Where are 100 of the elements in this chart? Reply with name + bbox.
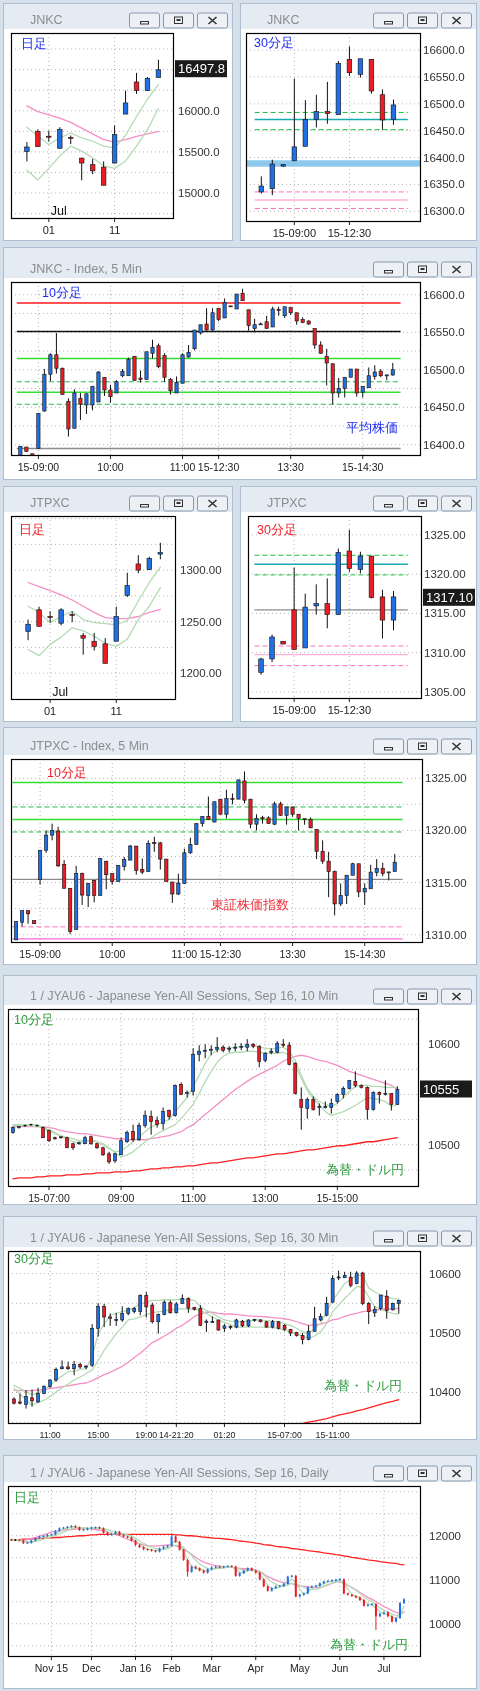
chart-title: 1 / JYAU6 - Japanese Yen-All Sessions, Sep 16, 10 Min <box>30 989 339 1003</box>
y-tick-label: 1325.00 <box>425 772 467 785</box>
y-tick-label: 1250.00 <box>180 615 222 628</box>
x-tick-label: 15-09:00 <box>19 948 61 960</box>
x-tick-label: Feb <box>162 1662 181 1674</box>
text: 16497.8 <box>178 61 225 77</box>
y-tick-label: 16600.0 <box>423 44 465 57</box>
x-tick-label: Jan 16 <box>119 1662 152 1674</box>
y-tick-label: 1315.00 <box>425 876 467 889</box>
x-tick-label: 15-12:30 <box>199 948 242 960</box>
y-tick-label: 10600 <box>428 1038 460 1051</box>
y-tick-label: 16600.0 <box>423 288 465 301</box>
x-tick-label: 15-09:00 <box>17 461 60 473</box>
annotation: 為替・ドル円 <box>326 1163 404 1177</box>
chart-subtitle: 30分足 <box>14 1252 54 1266</box>
x-tick-label: Nov 15 <box>34 1662 69 1674</box>
x-tick-label: 13:00 <box>252 1192 279 1204</box>
x-tick-label: 15-09:00 <box>272 704 316 716</box>
chart-subtitle: 10分足 <box>42 286 82 300</box>
y-tick-label: 16500.0 <box>423 97 465 110</box>
y-tick-label: 10000 <box>429 1617 461 1630</box>
x-tick-label: 15-11:00 <box>315 1430 350 1440</box>
chart-title: JNKC <box>267 13 300 27</box>
annotation: Jul <box>52 685 69 699</box>
chart-title: JNKC <box>30 13 63 27</box>
y-tick-label: 1315.00 <box>424 607 466 620</box>
y-tick-label: 1305.00 <box>424 685 466 698</box>
y-tick-label: 1310.00 <box>425 928 467 941</box>
y-tick-label: 16300.0 <box>423 205 465 218</box>
y-tick-label: 10500 <box>428 1138 460 1151</box>
chart-title: JNKC - Index, 5 Min <box>30 262 142 276</box>
y-tick-label: 16450.0 <box>423 401 465 414</box>
y-tick-label: 16450.0 <box>423 124 465 137</box>
chart-title: 1 / JYAU6 - Japanese Yen-All Sessions, Sep 16, Daily <box>30 1466 330 1480</box>
chart-subtitle: 30分足 <box>254 36 294 50</box>
y-tick-label: 16000.0 <box>178 104 220 117</box>
x-tick-label: May <box>289 1662 311 1674</box>
y-tick-label: 16400.0 <box>423 151 465 164</box>
chart-subtitle: 10分足 <box>14 1013 54 1027</box>
y-tick-label: 16500.0 <box>423 363 465 376</box>
chart-title: JTPXC - Index, 5 Min <box>30 739 149 753</box>
annotation: 東証株価指数 <box>211 898 289 912</box>
chart-title: JTPXC <box>30 496 70 510</box>
y-tick-label: 10400 <box>429 1386 461 1399</box>
x-tick-label: 15-14:30 <box>343 948 386 960</box>
y-tick-label: 1320.00 <box>424 568 466 581</box>
x-tick-label: Apr <box>247 1662 265 1674</box>
y-tick-label: 10600 <box>429 1267 461 1280</box>
y-tick-label: 1320.00 <box>425 824 467 837</box>
x-tick-label: 09:00 <box>107 1192 135 1204</box>
x-tick-label: 15-12:30 <box>197 461 240 473</box>
y-tick-label: 16550.0 <box>423 71 465 84</box>
chart-subtitle: 日足 <box>21 37 47 51</box>
y-tick-label: 11000 <box>429 1573 461 1586</box>
x-tick-label: 11:00 <box>171 948 198 960</box>
x-tick-label: Mar <box>202 1662 222 1674</box>
x-tick-label: 15-14:30 <box>342 461 384 473</box>
text: 1317.10 <box>426 589 473 605</box>
x-tick-label: 13:30 <box>279 948 306 960</box>
y-tick-label: 12000 <box>429 1529 461 1542</box>
x-tick-label: 11 <box>110 705 122 717</box>
x-tick-label: 15:00 <box>87 1430 110 1440</box>
annotation: 平均株価 <box>346 421 398 435</box>
x-tick-label: 11 <box>108 224 121 236</box>
y-tick-label: 1300.00 <box>180 564 222 577</box>
x-tick-label: 15-12:30 <box>327 227 372 239</box>
x-tick-label: 01 <box>44 705 57 717</box>
y-tick-label: 1310.00 <box>424 646 466 659</box>
text: 30分足 <box>257 523 297 537</box>
x-tick-label: 15-09:00 <box>272 227 317 239</box>
chart-title: 1 / JYAU6 - Japanese Yen-All Sessions, Sep 16, 30 Min <box>30 1231 339 1245</box>
x-tick-label: 10:00 <box>97 461 124 473</box>
text: 日足 <box>19 523 45 537</box>
x-tick-label: 14-21:20 <box>158 1430 194 1440</box>
x-tick-label: 15-07:00 <box>267 1430 302 1440</box>
y-tick-label: 10500 <box>429 1327 461 1340</box>
y-tick-label: 16550.0 <box>423 326 465 339</box>
text: 10555 <box>423 1081 460 1097</box>
chart-subtitle: 日足 <box>14 1491 40 1505</box>
x-tick-label: 15-07:00 <box>28 1192 70 1204</box>
x-tick-label: 15-12:30 <box>327 704 372 716</box>
y-tick-label: 1200.00 <box>180 667 222 680</box>
y-tick-label: 16400.0 <box>423 438 465 451</box>
x-tick-label: 01 <box>42 224 55 236</box>
y-tick-label: 15000.0 <box>178 187 220 200</box>
x-tick-label: Dec <box>82 1662 101 1674</box>
y-tick-label: 1325.00 <box>424 528 466 541</box>
annotation: 為替・ドル円 <box>324 1379 402 1393</box>
x-tick-label: 11:00 <box>180 1192 207 1204</box>
x-tick-label: 11:00 <box>39 1430 61 1440</box>
x-tick-label: 15-15:00 <box>316 1192 359 1204</box>
chart-title: JTPXC <box>267 496 307 510</box>
x-tick-label: 11:00 <box>169 461 196 473</box>
y-tick-label: 15500.0 <box>178 145 220 158</box>
y-tick-label: 16350.0 <box>423 178 465 191</box>
x-tick-label: Jul <box>377 1662 391 1674</box>
x-tick-label: 01:20 <box>213 1430 236 1440</box>
annotation: Jul <box>50 204 67 218</box>
x-tick-label: 19:00 <box>135 1430 158 1440</box>
text: 10分足 <box>47 766 87 780</box>
